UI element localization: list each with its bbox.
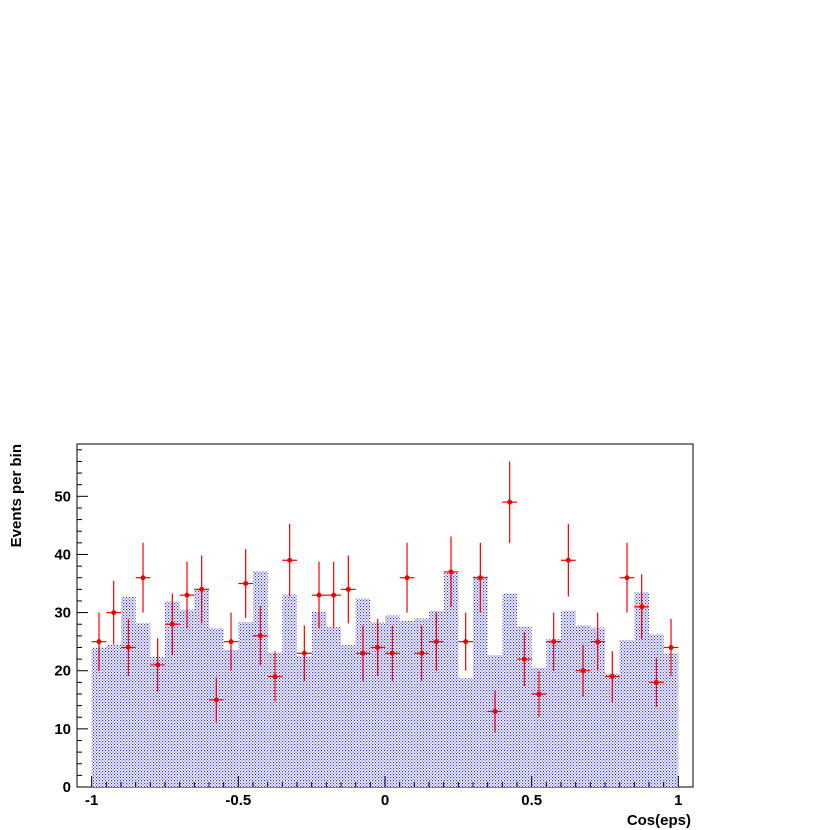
x-tick-label: 0 — [381, 792, 389, 809]
histogram-bar — [355, 598, 371, 787]
histogram-bar — [443, 573, 459, 787]
data-point — [150, 638, 165, 692]
y-tick-label: 40 — [54, 546, 71, 563]
histogram-bar — [282, 594, 297, 787]
data-point — [487, 690, 503, 733]
histogram-bar — [517, 626, 532, 787]
histogram-bar — [165, 601, 180, 787]
data-point — [590, 612, 605, 671]
histogram-bar — [91, 647, 107, 787]
histogram-bar — [605, 673, 620, 787]
histogram-bar — [619, 639, 635, 787]
data-point — [209, 677, 224, 723]
data-point — [502, 461, 517, 543]
histogram-bar — [399, 620, 415, 787]
data-point — [238, 549, 253, 618]
y-tick-label: 20 — [54, 663, 71, 680]
data-point — [297, 625, 312, 682]
data-point — [355, 625, 371, 682]
histogram-bar — [531, 667, 547, 787]
histogram-bar — [385, 615, 400, 787]
histogram-bar — [429, 610, 444, 787]
histogram-bar — [663, 653, 679, 787]
histogram-bar — [311, 611, 327, 787]
data-point — [561, 523, 576, 597]
data-point — [399, 542, 415, 613]
data-point — [282, 523, 297, 597]
y-tick-label: 0 — [63, 779, 71, 796]
histogram-bar — [502, 593, 517, 787]
data-point — [517, 631, 532, 687]
histogram-bar — [223, 649, 239, 787]
data-point — [179, 561, 195, 629]
data-point — [223, 612, 239, 671]
data-points — [91, 461, 679, 733]
x-tick-label: -1 — [85, 792, 98, 809]
histogram-bar — [253, 571, 268, 787]
y-axis-label: Events per bin — [8, 444, 25, 547]
histogram-bar — [238, 621, 253, 787]
histogram-bars — [91, 571, 679, 787]
data-point — [91, 612, 107, 671]
histogram-bar — [135, 623, 151, 787]
histogram-bar — [326, 627, 341, 787]
y-tick-label: 10 — [54, 721, 71, 738]
histogram-bar — [414, 618, 429, 787]
data-point — [458, 612, 473, 671]
histogram-bar — [150, 656, 165, 787]
data-point — [429, 612, 444, 671]
data-point — [194, 555, 209, 624]
histogram-bar — [179, 609, 195, 787]
data-point — [370, 618, 385, 676]
data-point — [267, 651, 283, 702]
histogram-bar — [634, 592, 649, 787]
x-tick-label: -0.5 — [225, 792, 251, 809]
data-point — [135, 542, 151, 613]
histogram-bar — [267, 652, 283, 787]
histogram-bar — [546, 639, 561, 787]
histogram-bar — [121, 596, 136, 787]
histogram-bar — [561, 610, 576, 787]
data-point — [619, 542, 635, 613]
y-tick-label: 50 — [54, 488, 71, 505]
data-point — [663, 618, 679, 676]
histogram-bar — [297, 656, 312, 787]
histogram-bar — [473, 576, 488, 787]
data-point — [546, 612, 561, 671]
data-point — [605, 651, 620, 702]
y-tick-label: 30 — [54, 605, 71, 622]
data-point — [414, 625, 429, 682]
histogram-bar — [370, 622, 385, 787]
data-point — [311, 561, 327, 629]
data-point — [634, 574, 649, 640]
x-tick-label: 1 — [674, 792, 682, 809]
data-point — [443, 536, 459, 608]
histogram-bar — [649, 634, 664, 787]
data-point — [106, 580, 121, 645]
data-point — [253, 606, 268, 666]
data-point — [385, 625, 400, 682]
data-point — [121, 618, 136, 676]
x-tick-label: 0.5 — [521, 792, 542, 809]
data-point — [649, 657, 664, 708]
x-axis-label: Cos(eps) — [627, 812, 691, 829]
data-point — [341, 555, 356, 624]
histogram-bar — [590, 627, 605, 787]
histogram-bar — [341, 645, 356, 787]
data-point — [165, 593, 180, 655]
data-point — [326, 561, 341, 629]
histogram-bar — [458, 678, 473, 787]
histogram-bar — [106, 644, 121, 787]
data-point — [473, 542, 488, 613]
histogram-bar — [575, 625, 591, 787]
data-point — [575, 644, 591, 697]
histogram-bar — [194, 589, 209, 787]
data-point — [531, 670, 547, 718]
